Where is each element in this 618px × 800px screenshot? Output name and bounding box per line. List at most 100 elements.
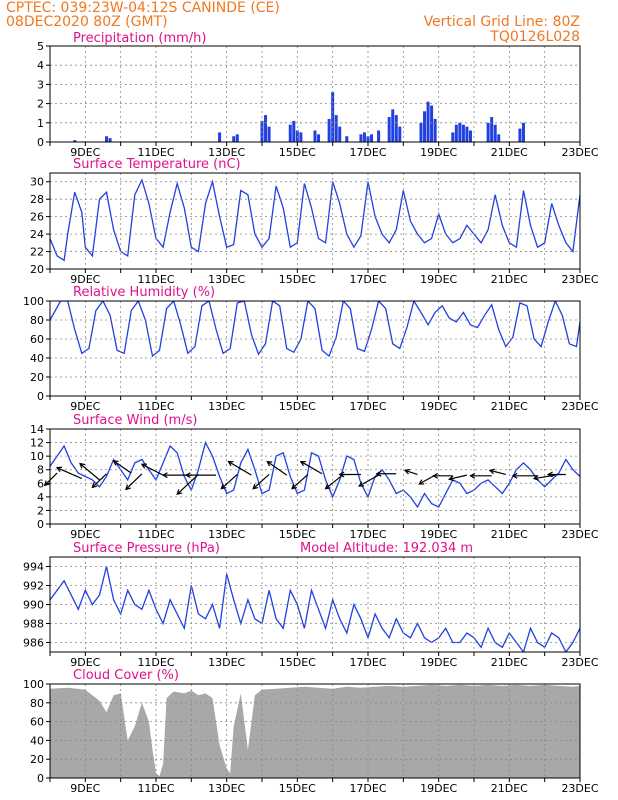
- header-date: 08DEC2020 80Z (GMT): [6, 14, 168, 30]
- wind-arrow-head-22: [432, 472, 439, 479]
- wind-xtick-label: 21DEC: [491, 528, 528, 541]
- press-xtick-label: 11DEC: [137, 656, 174, 669]
- cloud-ytick-label: 80: [30, 697, 44, 710]
- temp-series: [50, 178, 580, 262]
- wind-arrow-12: [252, 474, 270, 490]
- wind-xtick-label: 9DEC: [70, 528, 100, 541]
- cloud-xtick-label: 19DEC: [420, 782, 457, 795]
- press-xtick-label: 21DEC: [491, 656, 528, 669]
- precip-bar-31: [426, 101, 430, 142]
- wind-arrow-head-1: [55, 466, 63, 473]
- wind-arrow-head-21: [418, 479, 425, 485]
- precip-bar-39: [468, 130, 472, 142]
- precip-bar-21: [362, 132, 366, 142]
- wind-arrow-25: [489, 469, 506, 476]
- precip-bar-9: [288, 124, 292, 142]
- cloud-xtick-label: 13DEC: [208, 782, 245, 795]
- precip-bar-2: [108, 138, 112, 142]
- temp-ytick-label: 26: [30, 211, 44, 224]
- press-xtick-label: 15DEC: [279, 656, 316, 669]
- wind-arrow-head-23: [448, 475, 455, 482]
- wind-arrow-18: [358, 474, 379, 487]
- press-grid: [50, 557, 580, 652]
- wind-arrow-head-5: [125, 484, 131, 491]
- wind-ytick-label: 4: [37, 491, 44, 504]
- press-series: [50, 566, 580, 652]
- rh-grid: [50, 301, 580, 396]
- wind-arrow-head-27: [532, 475, 539, 481]
- precip-bar-35: [454, 124, 458, 142]
- rh-xtick-label: 19DEC: [420, 400, 457, 413]
- precip-bar-19: [345, 136, 349, 142]
- precip-bar-33: [433, 118, 437, 142]
- press-xtick-label: 13DEC: [208, 656, 245, 669]
- temp-ytick-label: 28: [30, 193, 44, 206]
- press-ytick-label: 994: [23, 561, 44, 574]
- wind-arrow-13: [266, 461, 288, 476]
- precip-ytick-label: 5: [37, 40, 44, 53]
- wind-ytick-label: 10: [30, 450, 44, 463]
- precip-ytick-label: 1: [37, 117, 44, 130]
- temp-line: [50, 178, 580, 262]
- wind-xtick-label: 11DEC: [137, 528, 174, 541]
- temp-ytick-label: 24: [30, 228, 44, 241]
- press-annotation: Model Altitude: 192.034 m: [300, 541, 473, 556]
- wind-xtick-label: 19DEC: [420, 528, 457, 541]
- rh-ytick-label: 20: [30, 371, 44, 384]
- temp-xtick-label: 11DEC: [137, 273, 174, 286]
- press-xtick-label: 9DEC: [70, 656, 100, 669]
- cloud-series: [50, 684, 580, 778]
- wind-xtick-label: 13DEC: [208, 528, 245, 541]
- wind-ytick-label: 14: [30, 423, 44, 436]
- wind-arrow-6: [141, 463, 164, 476]
- wind-arrow-head-14: [291, 483, 298, 490]
- wind-arrows: [43, 460, 566, 495]
- cloud-xtick-label: 21DEC: [491, 782, 528, 795]
- precip-bar-3: [218, 132, 222, 142]
- precip-bar-25: [387, 117, 391, 142]
- wind-xtick-label: 15DEC: [279, 528, 316, 541]
- temp-grid: [50, 173, 580, 269]
- wind-arrow-3: [91, 473, 107, 488]
- precip-bar-1: [105, 136, 109, 142]
- panel-cloud: Cloud Cover (%) 0 20 40 60 80 100 9DEC 11DEC 13DE…: [23, 668, 599, 795]
- wind-arrow-head-11: [227, 460, 234, 467]
- wind-arrow-10: [220, 474, 238, 490]
- precip-bar-14: [317, 134, 321, 142]
- temp-title: Surface Temperature (nC): [73, 157, 241, 172]
- press-line: [50, 566, 580, 652]
- rh-title: Relative Humidity (%): [73, 285, 215, 300]
- precip-bar-27: [394, 115, 398, 142]
- precip-bar-22: [366, 136, 370, 142]
- temp-xtick-label: 9DEC: [70, 273, 100, 286]
- wind-arrow-4: [113, 460, 132, 474]
- rh-xtick-label: 15DEC: [279, 400, 316, 413]
- precip-frame: [49, 45, 581, 143]
- cloud-ytick-label: 40: [30, 734, 44, 747]
- wind-arrow-5: [125, 473, 143, 490]
- cloud-frame: [49, 683, 581, 779]
- precip-bar-4: [232, 136, 236, 142]
- wind-arrow-head-6: [140, 463, 147, 469]
- temp-ytick-label: 22: [30, 246, 44, 259]
- temp-xtick-label: 21DEC: [491, 273, 528, 286]
- wind-arrow-head-9: [184, 472, 191, 479]
- precip-ytick-label: 2: [37, 98, 44, 111]
- wind-arrow-head-19: [375, 470, 382, 477]
- wind-arrow-21: [418, 474, 436, 485]
- wind-arrow-16: [325, 473, 344, 490]
- precip-xtick-label: 21DEC: [491, 146, 528, 159]
- rh-xtick-label: 17DEC: [349, 400, 386, 413]
- precip-bar-28: [398, 126, 402, 142]
- precip-bar-38: [465, 126, 469, 142]
- precip-xtick-label: 9DEC: [70, 146, 100, 159]
- wind-arrow-head-0: [43, 480, 50, 487]
- precip-xtick-label: 19DEC: [420, 146, 457, 159]
- precip-bar-41: [490, 117, 494, 142]
- wind-arrow-head-16: [324, 483, 331, 490]
- precip-bar-12: [299, 132, 303, 142]
- cloud-ytick-label: 0: [37, 772, 44, 785]
- rh-ytick-label: 100: [23, 295, 44, 308]
- wind-arrow-head-20: [403, 468, 411, 475]
